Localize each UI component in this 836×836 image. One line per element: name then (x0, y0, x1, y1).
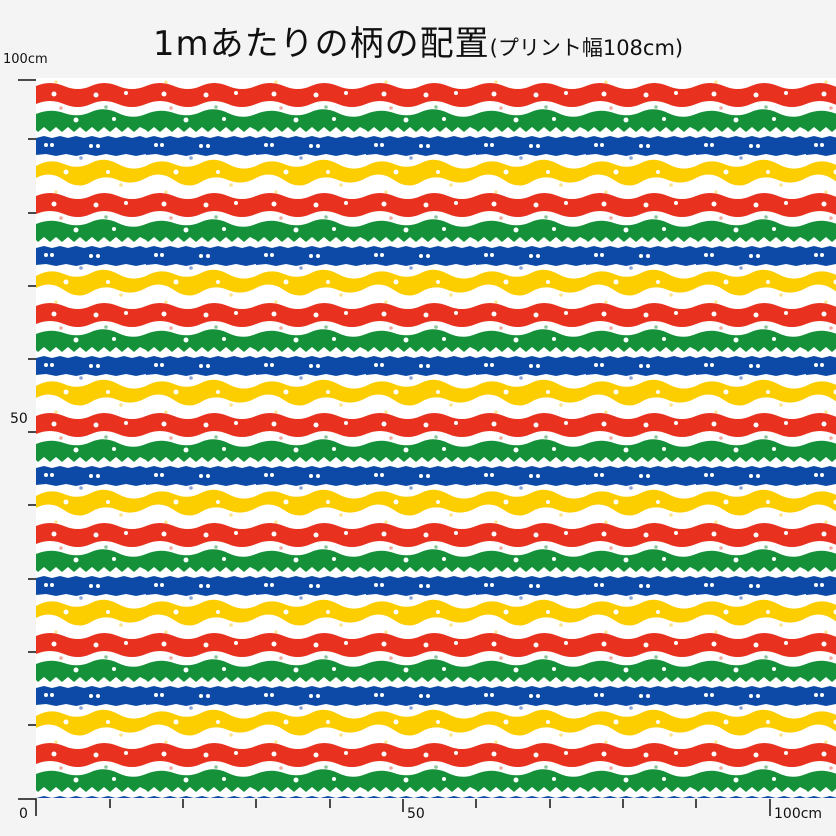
title-sub: (プリント幅108cm) (489, 36, 684, 60)
y-axis-mid-label: 50 (10, 411, 28, 427)
title-main: 1mあたりの柄の配置 (152, 24, 490, 64)
y-axis-top-label: 100cm (3, 52, 48, 67)
fabric-pattern-preview (36, 78, 836, 798)
x-axis-end-label: 100cm (774, 806, 823, 822)
stripe-pattern-image (36, 78, 836, 798)
x-axis-origin-label: 0 (19, 806, 28, 822)
page-title: 1mあたりの柄の配置(プリント幅108cm) (0, 16, 836, 65)
x-axis-mid-label: 50 (407, 806, 425, 822)
